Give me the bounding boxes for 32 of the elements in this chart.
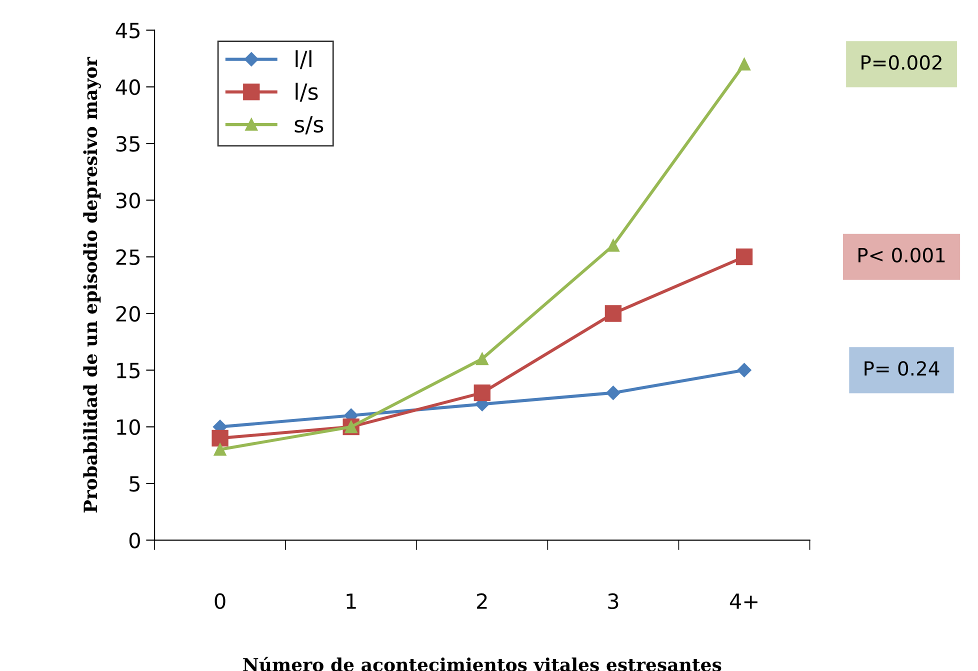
x-tick-label: 4+: [730, 594, 758, 609]
point: [476, 352, 488, 366]
point: [474, 384, 490, 402]
y-tick-label: 45: [116, 22, 140, 38]
point: [212, 430, 228, 446]
y-tick-label: 35: [116, 136, 140, 152]
point: [604, 305, 622, 322]
point: [737, 363, 752, 378]
y-tick-label: 40: [116, 79, 140, 96]
text: P< 0.001: [858, 248, 945, 262]
point: [606, 239, 620, 252]
point: [214, 443, 226, 456]
x-tick-label: 3: [608, 593, 618, 610]
legend-label: l/l: [296, 50, 312, 70]
y-tick-label: 30: [116, 192, 140, 208]
y-tick-label: 10: [117, 419, 140, 436]
point: [738, 58, 751, 70]
y-axis-title: Probabilidad de un episodio depresivo mayor: [83, 56, 101, 512]
point: [606, 386, 620, 400]
x-tick-label: 1: [346, 594, 356, 609]
legend-label: s/s: [294, 116, 324, 134]
x-tick-label: 0: [214, 593, 226, 610]
point: [736, 248, 753, 266]
text: P=0.002: [862, 55, 942, 70]
text: P= 0.24: [864, 361, 940, 376]
y-tick-label: 15: [117, 362, 140, 378]
x-tick-label: 2: [477, 593, 487, 609]
y-tick-label: 0: [129, 532, 140, 548]
y-tick-label: 20: [116, 306, 140, 322]
y-tick-label: 25: [116, 249, 140, 266]
y-tick-label: 5: [130, 476, 140, 492]
legend-label: l/s: [296, 82, 318, 102]
